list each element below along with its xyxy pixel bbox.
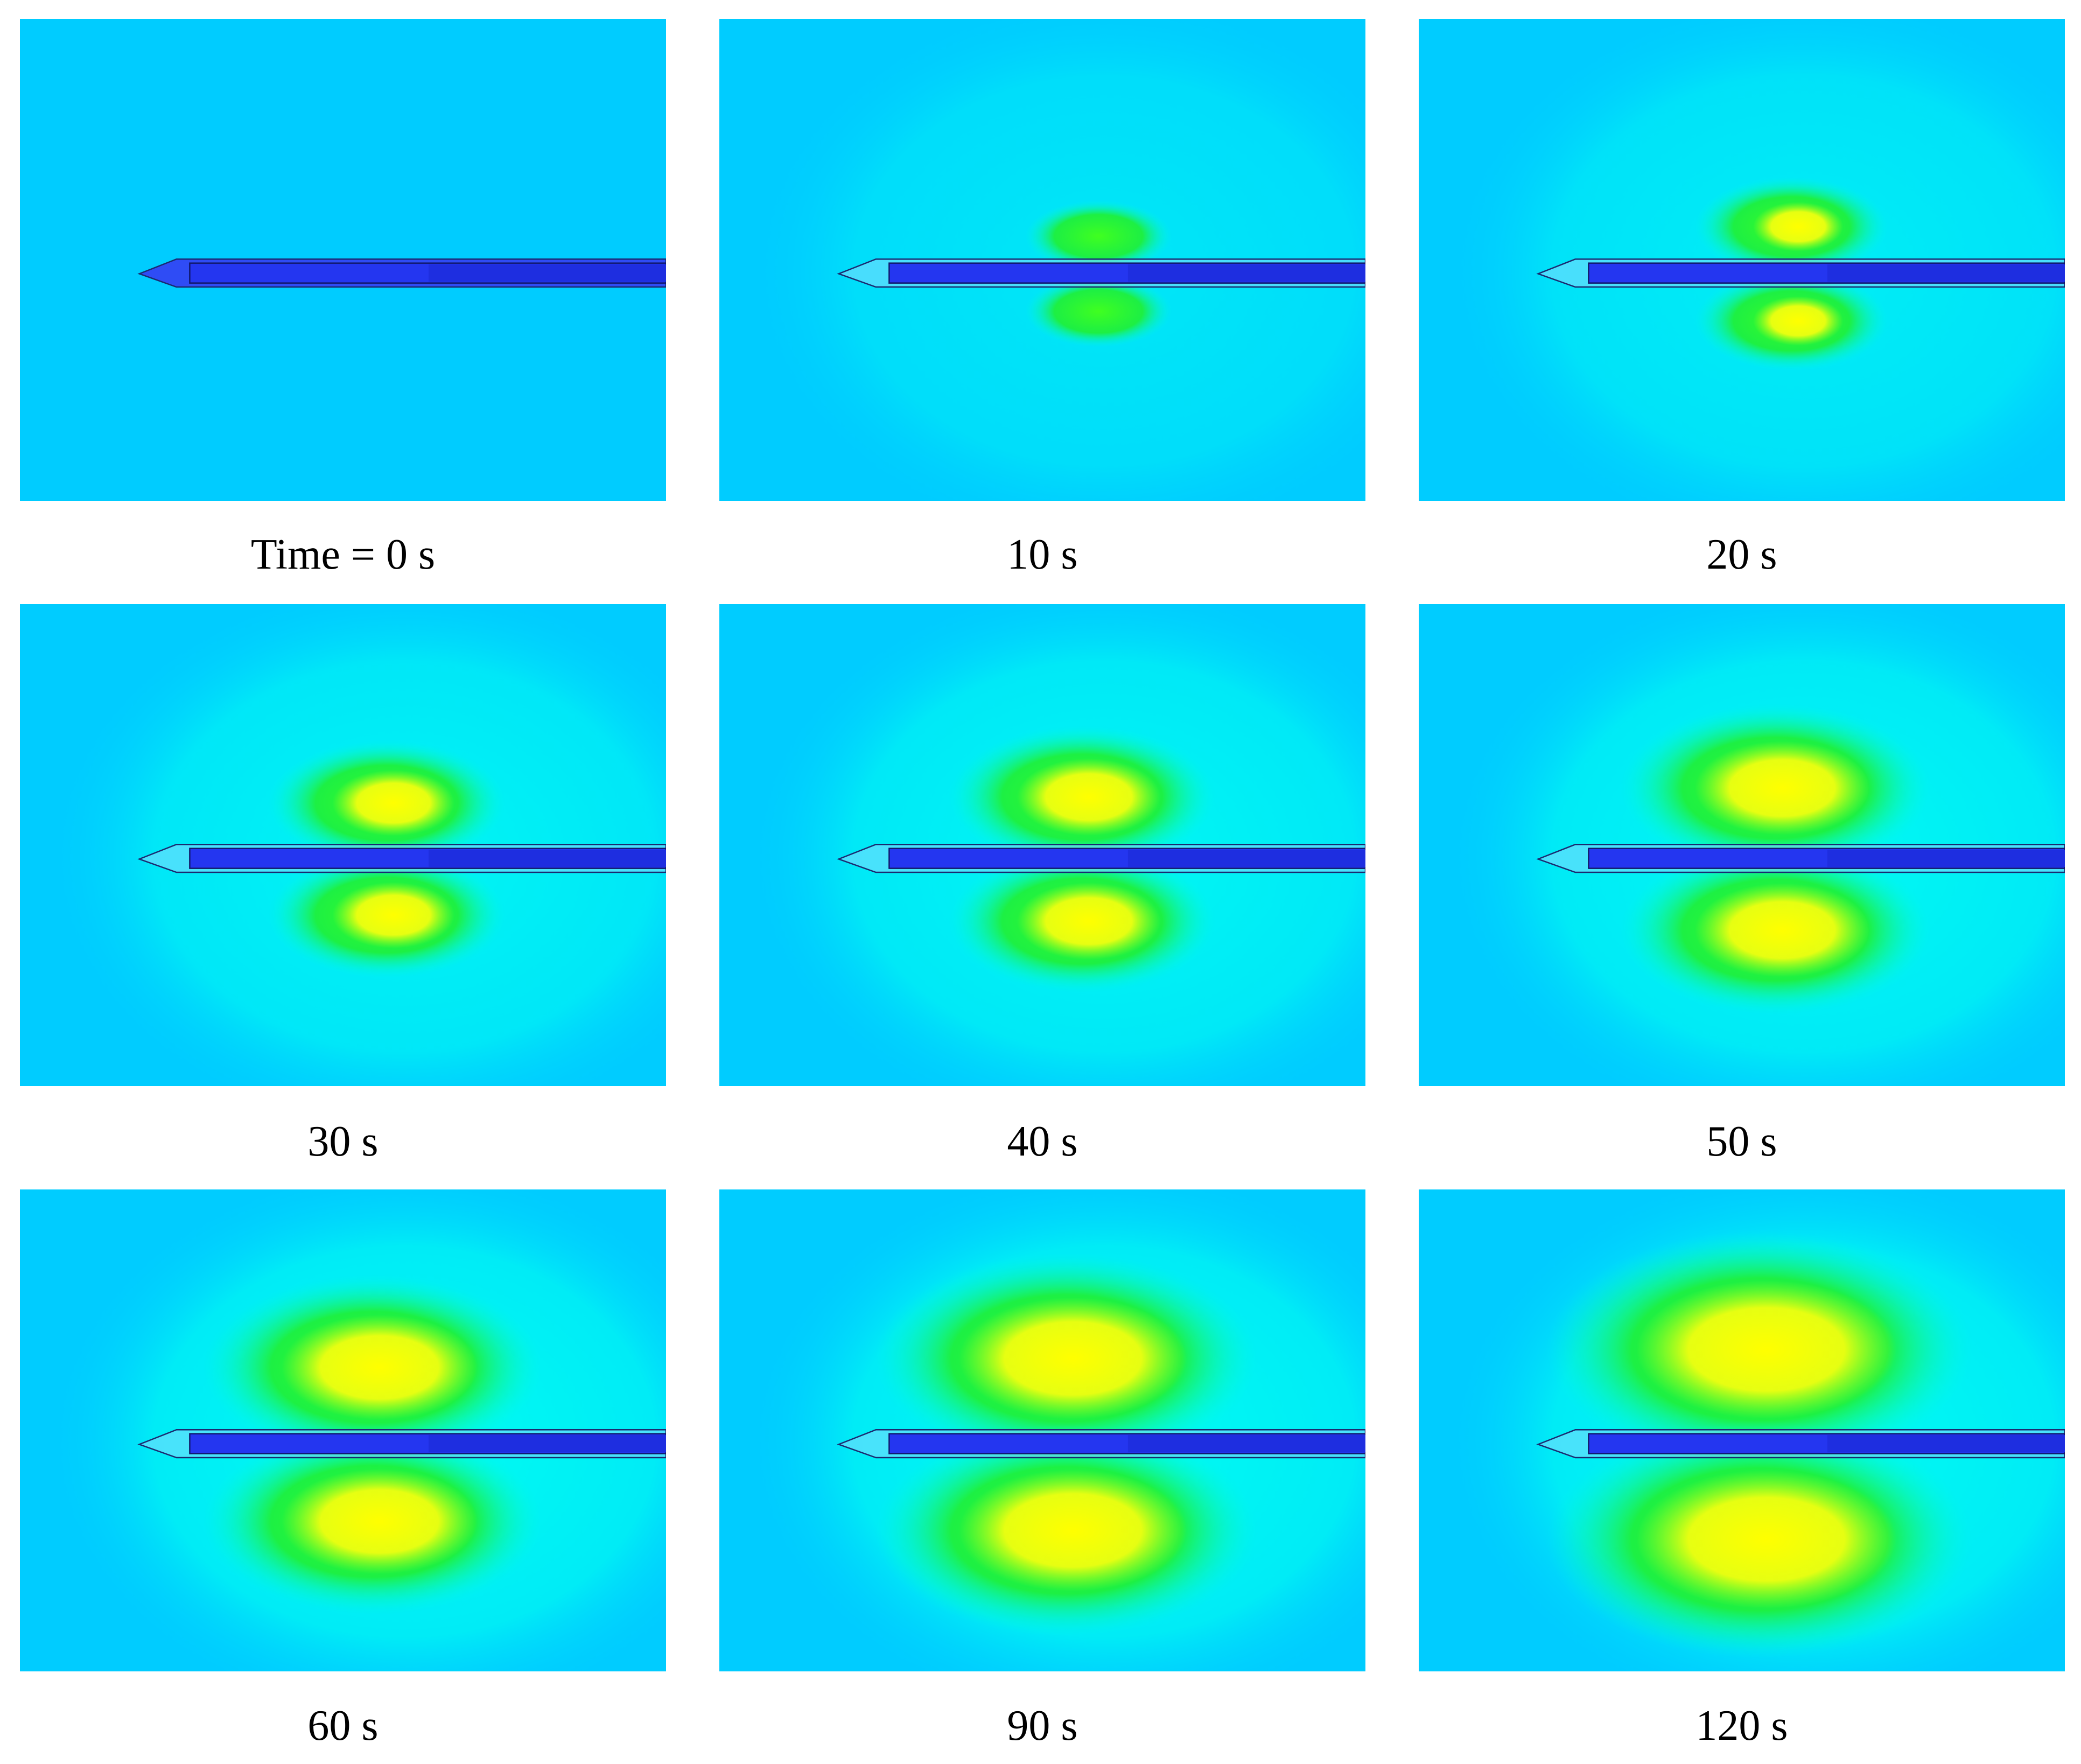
simulation-panel xyxy=(20,19,666,501)
heat-core xyxy=(1636,1469,1897,1609)
heat-core xyxy=(1017,758,1161,836)
needle-shaft xyxy=(1127,1435,1365,1453)
heat-core xyxy=(1694,741,1870,835)
time-label: 30 s xyxy=(307,1118,379,1165)
heat-core xyxy=(1753,202,1844,251)
time-label: Time = 0 s xyxy=(250,531,436,578)
time-label: 60 s xyxy=(307,1702,379,1749)
needle-shaft xyxy=(428,850,666,867)
heat-core xyxy=(332,769,454,836)
simulation-panel xyxy=(1419,1189,2065,1671)
heat-core xyxy=(958,1469,1187,1592)
heat-zone xyxy=(1025,275,1172,347)
needle-shaft xyxy=(428,1435,666,1453)
heat-core xyxy=(958,1297,1187,1419)
simulation-panel xyxy=(719,19,1365,501)
simulation-panel xyxy=(1419,604,2065,1086)
simulation-panel xyxy=(719,604,1365,1086)
time-label: 90 s xyxy=(1007,1702,1078,1749)
needle-shaft xyxy=(428,264,666,282)
time-label: 10 s xyxy=(1007,531,1078,578)
heat-core xyxy=(1753,296,1844,346)
time-label: 50 s xyxy=(1706,1118,1777,1165)
time-label: 20 s xyxy=(1706,531,1777,578)
needle-shaft xyxy=(1827,264,2065,282)
heat-core xyxy=(281,1314,478,1420)
simulation-panel xyxy=(20,1189,666,1671)
simulation-panel xyxy=(719,1189,1365,1671)
heat-core xyxy=(281,1468,478,1574)
time-label: 120 s xyxy=(1695,1702,1788,1749)
simulation-panel xyxy=(1419,19,2065,501)
needle-shaft xyxy=(1827,850,2065,867)
needle-shaft xyxy=(1127,264,1365,282)
needle-shaft xyxy=(1827,1435,2065,1453)
simulation-panel xyxy=(20,604,666,1086)
heat-core xyxy=(1694,883,1870,977)
needle-shaft xyxy=(1127,850,1365,867)
time-label: 40 s xyxy=(1007,1118,1078,1165)
heat-core xyxy=(332,882,454,948)
heat-core xyxy=(1017,882,1161,960)
heat-core xyxy=(1636,1280,1897,1419)
heat-zone xyxy=(1025,200,1172,272)
